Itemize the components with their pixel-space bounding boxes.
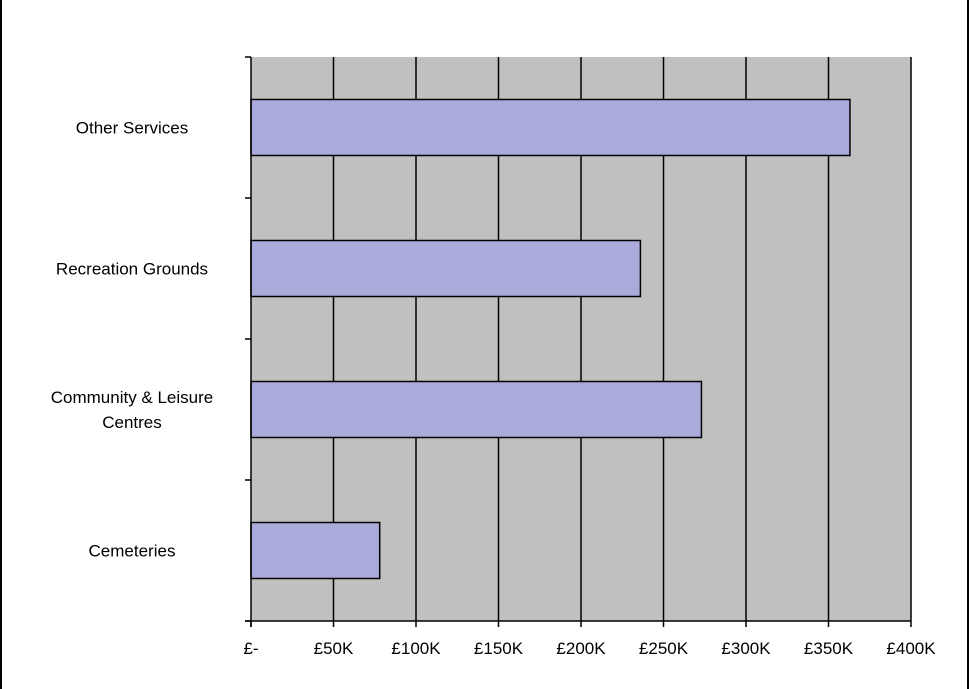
x-tick-label: £150K xyxy=(474,639,524,658)
bar xyxy=(250,98,851,157)
x-tick-label: £200K xyxy=(556,639,606,658)
x-tick-label: £400K xyxy=(886,639,936,658)
bar xyxy=(250,380,703,439)
x-tick-labels: £- £50K £100K £150K £200K £250K £300K £350K £400… xyxy=(243,639,936,658)
category-labels: Other Services Recreation Grounds Communit… xyxy=(51,119,214,561)
x-tick-label: £- xyxy=(243,639,258,658)
x-tick-label: £300K xyxy=(721,639,771,658)
bar xyxy=(250,521,381,580)
x-tick-label: £100K xyxy=(391,639,441,658)
category-label: Cemeteries xyxy=(89,542,176,561)
x-tick-label: £350K xyxy=(804,639,854,658)
x-tick-label: £250K xyxy=(639,639,689,658)
axes xyxy=(245,57,912,627)
category-label: Other Services xyxy=(76,119,188,138)
y-axis-ticks xyxy=(245,56,251,622)
bar xyxy=(250,239,642,298)
x-tick-label: £50K xyxy=(314,639,354,658)
category-label: Recreation Grounds xyxy=(56,260,208,279)
category-label: Community & Leisure Centres xyxy=(51,388,214,432)
